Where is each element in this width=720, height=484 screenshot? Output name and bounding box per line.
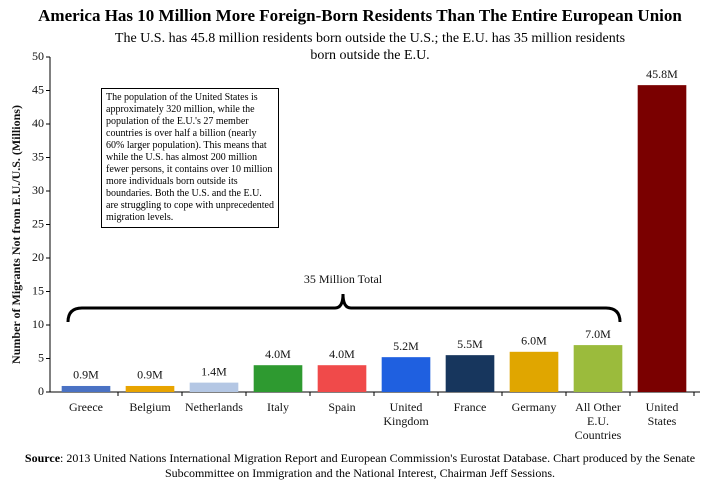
- y-tick-label: 25: [32, 216, 44, 230]
- value-label: 6.0M: [521, 334, 547, 348]
- bracket-label: 35 Million Total: [304, 272, 383, 286]
- x-tick-label: Belgium: [129, 400, 171, 414]
- chart-title: America Has 10 Million More Foreign-Born…: [38, 6, 682, 25]
- value-label: 5.5M: [457, 337, 483, 351]
- bar: [573, 345, 623, 392]
- y-tick-label: 45: [32, 82, 44, 96]
- bracket: [66, 293, 622, 323]
- bar: [445, 355, 495, 392]
- source-label: Source: [24, 451, 61, 465]
- bar: [253, 365, 303, 392]
- x-tick-label: United Kingdom: [383, 400, 429, 428]
- value-label: 4.0M: [265, 347, 291, 361]
- y-tick-label: 40: [32, 116, 44, 130]
- bar: [61, 385, 111, 392]
- value-label: 5.2M: [393, 339, 419, 353]
- source: Source: 2013 United Nations Internationa…: [20, 451, 700, 481]
- y-tick-label: 0: [38, 384, 44, 398]
- x-tick-label: Netherlands: [185, 400, 243, 414]
- x-tick-label: United States: [646, 400, 679, 428]
- bar: [381, 357, 431, 392]
- x-tick-label: Spain: [328, 400, 355, 414]
- y-tick-label: 10: [32, 317, 44, 331]
- y-tick-label: 50: [32, 49, 44, 63]
- x-tick-label: Italy: [267, 400, 289, 414]
- annotation-box: The population of the United States is a…: [101, 88, 279, 228]
- y-tick-label: 5: [38, 350, 44, 364]
- value-label: 7.0M: [585, 327, 611, 341]
- y-tick-label: 30: [32, 183, 44, 197]
- bar: [509, 351, 559, 392]
- y-tick-label: 15: [32, 283, 44, 297]
- bar: [189, 382, 239, 392]
- value-label: 0.9M: [137, 368, 163, 382]
- bar: [317, 365, 367, 392]
- chart-subtitle: The U.S. has 45.8 million residents born…: [114, 31, 626, 63]
- x-tick-label: France: [454, 400, 487, 414]
- source-text: : 2013 United Nations International Migr…: [60, 451, 696, 480]
- value-label: 45.8M: [646, 67, 678, 81]
- bar: [637, 85, 687, 392]
- bar: [125, 385, 175, 392]
- y-tick-label: 35: [32, 149, 44, 163]
- y-tick-label: 20: [32, 250, 44, 264]
- x-tick-label: Greece: [69, 400, 103, 414]
- x-tick-label: All Other E.U. Countries: [575, 400, 622, 442]
- value-label: 1.4M: [201, 364, 227, 378]
- value-label: 0.9M: [73, 368, 99, 382]
- x-tick-label: Germany: [512, 400, 557, 414]
- y-axis-label: Number of Migrants Not from E.U./U.S. (M…: [9, 105, 23, 364]
- value-label: 4.0M: [329, 347, 355, 361]
